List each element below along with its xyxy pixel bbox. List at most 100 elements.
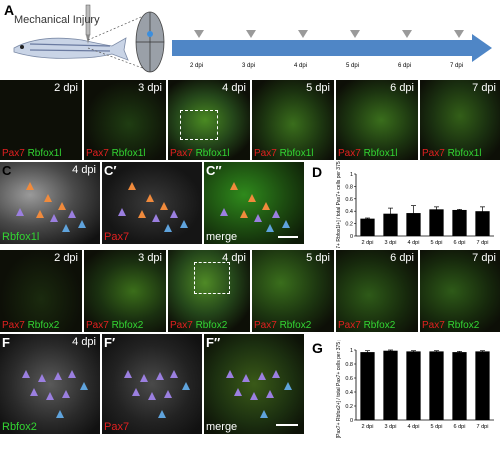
microscopy-e-3dpi: 3 dpi Pax7 Rbfox2	[84, 250, 166, 332]
stain-green-label: Rbfox1l	[363, 148, 398, 159]
bar	[475, 211, 490, 236]
bar	[383, 213, 398, 236]
stain-label: Rbfox2	[2, 421, 37, 433]
stain-green-label: Rbfox1l	[27, 148, 62, 159]
stain-label: merge	[206, 421, 238, 433]
stain-red-label: Pax7	[254, 148, 277, 159]
panel-letter-d: D	[312, 164, 323, 180]
panel-letter-c-prime: C′	[104, 163, 117, 178]
stain-green-label: Rbfox1l	[195, 148, 230, 159]
needle-icon	[85, 4, 91, 44]
timeline-label-7dpi: 7 dpi	[450, 63, 464, 69]
microscopy-e-4dpi: 4 dpi Pax7 Rbfox2	[168, 250, 250, 332]
bar-chart-g: 0 0.2 0.4 0.6 0.8 1 [Pax7+ Rbfox2+] / total Pa…	[336, 340, 494, 438]
arrowheads	[220, 182, 290, 232]
stain-red-label: Pax7	[338, 320, 361, 331]
stain-green-label: Rbfox2	[279, 320, 312, 331]
stain-label: Pax7	[104, 421, 130, 433]
stain-red-label: Pax7	[170, 148, 193, 159]
zoom-box	[180, 110, 218, 140]
microscopy-b-5dpi: 5 dpi Pax7 Rbfox1l	[252, 80, 334, 160]
y-tick-label: 0.6	[345, 197, 353, 203]
x-tick-label: 6 dpi	[454, 424, 466, 430]
y-tick-label: 0.6	[345, 376, 353, 382]
y-tick-label: 0.4	[345, 390, 353, 396]
stain-green-label: Rbfox2	[111, 320, 144, 331]
arrowheads	[124, 370, 190, 418]
microscopy-f-pax7: F′ Pax7	[102, 334, 202, 434]
y-tick-label: 0.8	[345, 184, 353, 190]
y-tick-label: 0	[350, 234, 353, 240]
arrowheads	[16, 182, 86, 232]
microscopy-b-6dpi: 6 dpi Pax7 Rbfox1l	[336, 80, 418, 160]
stain-green-label: Rbfox1l	[279, 148, 314, 159]
time-label: 7 dpi	[472, 82, 496, 94]
bar	[429, 351, 444, 420]
arrowheads	[118, 182, 188, 232]
panel-letter-f: F	[2, 335, 10, 350]
stain-red-label: Pax7	[86, 148, 109, 159]
stain-green-label: Rbfox1l	[447, 148, 482, 159]
bar	[429, 209, 444, 236]
microscopy-b-4dpi: 4 dpi Pax7 Rbfox1l	[168, 80, 250, 160]
bar	[406, 213, 421, 236]
microscopy-f-rbfox2: F 4 dpi Rbfox2	[0, 334, 100, 434]
y-tick-label: 0.2	[345, 222, 353, 228]
stain-red-label: Pax7	[2, 320, 25, 331]
timeline-arrow	[172, 34, 492, 62]
panel-letter-c-double-prime: C″	[206, 163, 222, 178]
microscopy-e-6dpi: 6 dpi Pax7 Rbfox2	[336, 250, 418, 332]
time-label: 4 dpi	[72, 164, 96, 176]
timeline-markers	[194, 30, 464, 38]
bar	[406, 351, 421, 420]
timeline-label-2dpi: 2 dpi	[190, 63, 204, 69]
stain-red-label: Pax7	[338, 148, 361, 159]
microscopy-c-pax7: C′ Pax7	[102, 162, 202, 244]
time-label: 5 dpi	[306, 252, 330, 264]
stain-red-label: Pax7	[422, 148, 445, 159]
stain-label: merge	[206, 231, 238, 243]
y-tick-label: 1	[350, 172, 353, 178]
x-tick-label: 3 dpi	[385, 240, 397, 246]
microscopy-b-2dpi: 2 dpi Pax7 Rbfox1l	[0, 80, 82, 160]
time-label: 4 dpi	[222, 252, 246, 264]
x-tick-label: 2 dpi	[362, 424, 374, 430]
stain-green-label: Rbfox2	[27, 320, 60, 331]
x-tick-label: 6 dpi	[454, 240, 466, 246]
scale-bar	[278, 236, 298, 238]
panel-letter-a: A	[4, 2, 15, 18]
x-tick-label: 5 dpi	[431, 424, 443, 430]
x-tick-label: 7 dpi	[477, 424, 489, 430]
time-label: 3 dpi	[138, 82, 162, 94]
microscopy-b-7dpi: 7 dpi Pax7 Rbfox1l	[420, 80, 500, 160]
y-axis-label: [Pax7+ Rbfox1l+] / total Pax7+ cells per…	[336, 160, 342, 248]
panel-a-schematic	[13, 4, 492, 73]
x-tick-label: 3 dpi	[385, 424, 397, 430]
y-tick-label: 1	[350, 348, 353, 354]
stain-green-label: Rbfox2	[363, 320, 396, 331]
timeline-label-6dpi: 6 dpi	[398, 63, 412, 69]
microscopy-e-7dpi: 7 dpi Pax7 Rbfox2	[420, 250, 500, 332]
y-tick-label: 0	[350, 418, 353, 424]
timeline-label-5dpi: 5 dpi	[346, 63, 360, 69]
arrowheads	[226, 370, 292, 418]
y-tick-label: 0.8	[345, 362, 353, 368]
x-tick-label: 5 dpi	[431, 240, 443, 246]
microscopy-b-3dpi: 3 dpi Pax7 Rbfox1l	[84, 80, 166, 160]
microscopy-c-rbfox1l: C 4 dpi Rbfox1l	[0, 162, 100, 244]
stain-label: Rbfox1l	[2, 231, 40, 243]
stain-label: Pax7	[104, 231, 130, 243]
time-label: 4 dpi	[72, 336, 96, 348]
time-label: 3 dpi	[138, 252, 162, 264]
y-axis-label: [Pax7+ Rbfox2+] / total Pax7+ cells per …	[336, 340, 342, 438]
microscopy-f-merge: F″ merge	[204, 334, 304, 434]
stain-red-label: Pax7	[422, 320, 445, 331]
bar	[475, 351, 490, 420]
bar-chart-d: 0 0.2 0.4 0.6 0.8 1 [Pax7+ Rbfox1l+] / total P…	[336, 160, 494, 248]
panel-letter-f-double-prime: F″	[206, 335, 221, 350]
bar	[452, 209, 467, 236]
arrowheads	[22, 370, 88, 418]
x-tick-label: 4 dpi	[408, 240, 420, 246]
bar	[360, 218, 375, 236]
x-tick-label: 2 dpi	[362, 240, 374, 246]
